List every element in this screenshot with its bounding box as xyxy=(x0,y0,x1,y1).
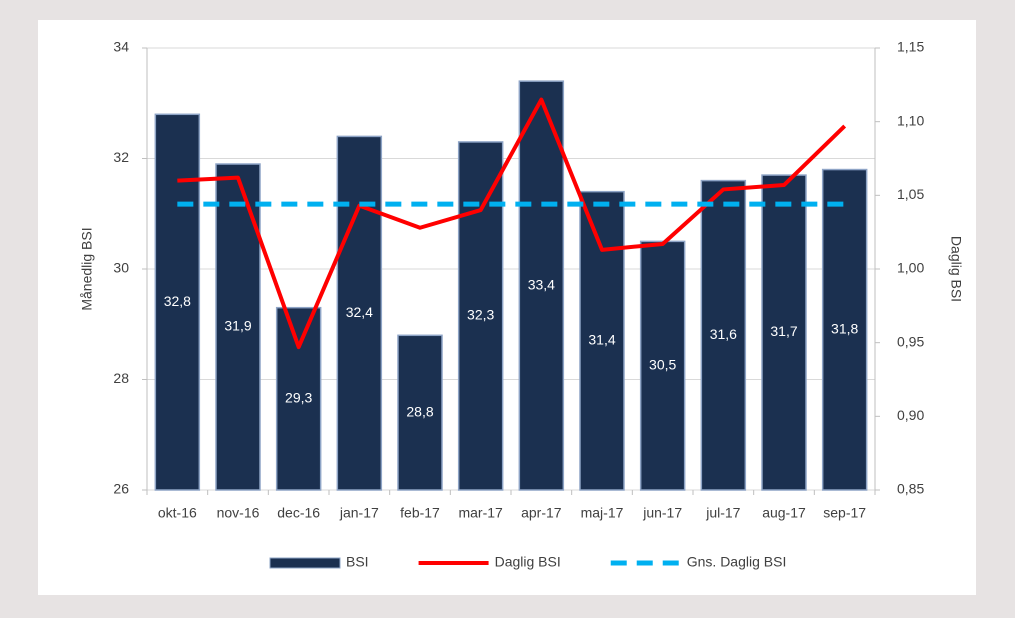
legend-label: Gns. Daglig BSI xyxy=(687,554,787,570)
y-tick-label: 32 xyxy=(113,149,129,165)
bar xyxy=(336,135,383,491)
value-label: 33,4 xyxy=(528,276,555,292)
value-label: 31,7 xyxy=(770,323,797,339)
bar xyxy=(639,240,686,491)
bar xyxy=(761,174,807,491)
x-tick-label: jan-17 xyxy=(339,505,379,521)
bar xyxy=(397,334,443,491)
x-tick-label: apr-17 xyxy=(521,505,562,521)
y-tick-label: 26 xyxy=(113,481,129,497)
x-tick-label: feb-17 xyxy=(400,505,440,521)
bar xyxy=(457,141,504,491)
value-label: 28,8 xyxy=(406,403,433,419)
value-label: 31,9 xyxy=(224,318,251,334)
value-label: 32,3 xyxy=(467,307,494,323)
legend-swatch xyxy=(269,557,341,569)
value-label: 29,3 xyxy=(285,390,312,406)
y2-tick-label: 0,85 xyxy=(897,481,924,497)
x-tick-label: jun-17 xyxy=(642,505,682,521)
value-label: 32,8 xyxy=(164,293,191,309)
y-tick-label: 30 xyxy=(113,260,129,276)
y2-tick-label: 1,10 xyxy=(897,112,924,128)
value-label: 31,4 xyxy=(588,332,615,348)
x-tick-label: aug-17 xyxy=(762,505,806,521)
y2-tick-label: 0,90 xyxy=(897,407,924,423)
bar xyxy=(518,80,565,491)
x-tick-label: jul-17 xyxy=(705,505,740,521)
x-tick-label: dec-16 xyxy=(277,505,320,521)
x-tick-label: maj-17 xyxy=(581,505,624,521)
y-tick-label: 28 xyxy=(113,370,129,386)
bar xyxy=(154,113,201,491)
value-label: 32,4 xyxy=(346,304,373,320)
y2-tick-label: 1,15 xyxy=(897,39,924,55)
value-label: 31,6 xyxy=(710,326,737,342)
y-axis-label: Månedlig BSI xyxy=(79,227,95,310)
bar xyxy=(821,168,868,491)
bar xyxy=(700,179,747,491)
value-label: 30,5 xyxy=(649,356,676,372)
x-tick-label: nov-16 xyxy=(217,505,260,521)
y2-tick-label: 0,95 xyxy=(897,333,924,349)
y2-tick-label: 1,00 xyxy=(897,260,924,276)
y-tick-label: 34 xyxy=(113,39,129,55)
x-tick-label: sep-17 xyxy=(823,505,866,521)
value-label: 31,8 xyxy=(831,320,858,336)
bar xyxy=(579,190,625,491)
legend-label: BSI xyxy=(346,554,369,570)
y2-axis-label: Daglig BSI xyxy=(948,236,964,302)
y2-tick-label: 1,05 xyxy=(897,186,924,202)
bar xyxy=(275,306,322,491)
x-tick-label: mar-17 xyxy=(458,505,503,521)
legend-label: Daglig BSI xyxy=(495,554,561,570)
x-tick-label: okt-16 xyxy=(158,505,197,521)
line-series xyxy=(177,97,847,350)
